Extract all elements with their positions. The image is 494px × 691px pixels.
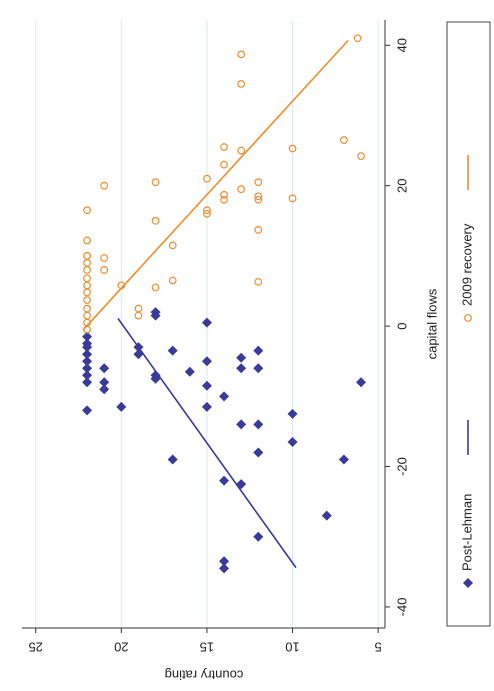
point xyxy=(83,206,91,215)
point xyxy=(133,349,144,360)
point xyxy=(236,352,247,363)
y-tick-label: 15 xyxy=(200,640,214,655)
legend-label: Post-Lehman xyxy=(459,494,474,571)
point xyxy=(254,277,263,286)
point xyxy=(254,178,263,187)
point xyxy=(220,190,228,199)
x-tick-label: 40 xyxy=(394,38,409,52)
point xyxy=(287,408,298,419)
point xyxy=(201,401,212,412)
point xyxy=(321,510,332,521)
legend-label: 2009 recovery xyxy=(459,223,474,306)
point xyxy=(254,226,263,234)
point xyxy=(220,160,228,169)
point xyxy=(253,345,264,356)
point xyxy=(99,377,110,388)
point xyxy=(203,209,211,218)
point xyxy=(236,419,247,430)
point xyxy=(203,206,211,215)
x-tick-label: 20 xyxy=(394,178,409,192)
point xyxy=(82,405,93,416)
point xyxy=(150,307,161,318)
point xyxy=(201,356,212,367)
point xyxy=(219,391,230,402)
point xyxy=(100,266,109,274)
y-tick-label: 10 xyxy=(285,640,299,655)
point xyxy=(338,454,349,465)
point xyxy=(151,216,160,225)
point xyxy=(201,317,212,328)
point xyxy=(82,349,93,360)
y-axis-title: country rating xyxy=(165,668,244,683)
legend-marker xyxy=(463,578,473,588)
point xyxy=(353,34,362,43)
point xyxy=(116,401,127,412)
point xyxy=(253,447,264,458)
point xyxy=(99,363,110,374)
point xyxy=(82,377,93,388)
point xyxy=(220,143,228,151)
point xyxy=(357,152,365,161)
point xyxy=(287,436,298,447)
point xyxy=(150,373,161,384)
point xyxy=(253,531,264,542)
x-axis-title: capital flows xyxy=(424,288,439,359)
point xyxy=(253,363,264,374)
y-tick-label: 5 xyxy=(375,640,382,655)
point xyxy=(220,195,228,204)
point xyxy=(83,236,91,245)
legend-box xyxy=(446,21,491,627)
point xyxy=(253,419,264,430)
point xyxy=(254,195,263,204)
point xyxy=(237,185,246,194)
point xyxy=(201,380,212,391)
point xyxy=(236,363,247,374)
point xyxy=(83,304,91,313)
point xyxy=(83,251,91,260)
x-tick-label: 0 xyxy=(394,322,409,329)
point xyxy=(82,331,93,342)
point xyxy=(288,144,297,153)
x-tick-label: -20 xyxy=(394,457,409,476)
point xyxy=(237,146,246,155)
point xyxy=(237,79,246,88)
point xyxy=(151,283,160,292)
point xyxy=(168,241,177,250)
point xyxy=(82,342,93,353)
point xyxy=(184,366,195,377)
point xyxy=(151,178,160,187)
point xyxy=(219,556,230,567)
x-tick-label: -40 xyxy=(394,598,409,617)
point xyxy=(288,194,297,203)
point xyxy=(100,254,109,262)
point xyxy=(203,174,211,183)
point xyxy=(99,384,110,395)
point xyxy=(168,276,177,285)
point xyxy=(82,363,93,374)
fit-line xyxy=(82,39,349,331)
point xyxy=(254,192,263,201)
point xyxy=(134,311,143,320)
legend-marker xyxy=(464,314,472,322)
point xyxy=(167,345,178,356)
point xyxy=(82,370,93,381)
point xyxy=(100,181,109,190)
point xyxy=(237,50,246,59)
y-tick-label: 20 xyxy=(114,640,128,655)
point xyxy=(82,356,93,367)
point xyxy=(219,563,230,574)
point xyxy=(167,454,178,465)
point xyxy=(356,377,367,388)
point xyxy=(83,296,91,305)
point xyxy=(340,136,348,144)
point xyxy=(83,274,91,283)
y-tick-label: 25 xyxy=(28,640,42,655)
point xyxy=(219,475,230,486)
fit-line xyxy=(117,317,297,569)
